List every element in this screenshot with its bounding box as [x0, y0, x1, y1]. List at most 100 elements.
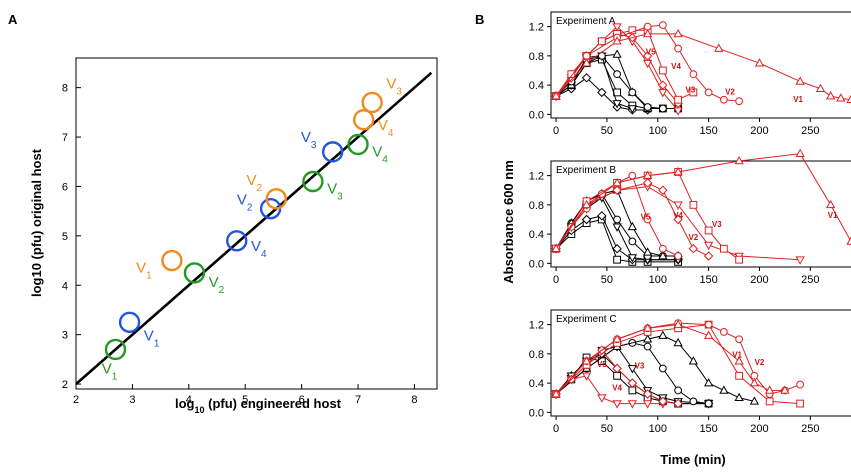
point-label-letter: V	[327, 181, 337, 198]
data-point	[704, 320, 713, 329]
data-point	[628, 26, 637, 35]
data-point	[597, 37, 606, 46]
data-point	[627, 254, 638, 263]
y-tick-label: 0.4	[529, 229, 544, 241]
point-label-letter: V	[372, 143, 382, 160]
x-tick-label: 2	[73, 394, 79, 406]
data-point	[642, 323, 653, 332]
data-point	[321, 141, 344, 163]
data-point	[628, 88, 637, 97]
data-point	[642, 247, 653, 256]
data-point	[719, 385, 729, 394]
x-axis-title: Time (min)	[660, 452, 726, 467]
point-label-subscript: 4	[261, 248, 267, 259]
point-label: V4	[251, 238, 267, 260]
point-label: V1	[136, 260, 152, 282]
data-point	[597, 394, 607, 403]
data-point	[104, 338, 127, 361]
data-point	[704, 88, 713, 97]
data-point	[612, 23, 622, 32]
point-label-subscript: 2	[219, 284, 225, 295]
x-tick-label: 150	[699, 125, 717, 137]
data-point	[613, 215, 622, 224]
data-point	[689, 88, 698, 97]
data-point	[183, 262, 206, 284]
data-point	[673, 201, 683, 210]
data-point	[627, 365, 638, 374]
data-point	[780, 385, 790, 394]
data-point	[226, 230, 248, 252]
point-label-subscript: 4	[382, 154, 388, 165]
point-label-subscript: 1	[112, 371, 118, 382]
data-point	[714, 43, 724, 52]
point-label-letter: V	[386, 75, 396, 92]
data-point	[642, 170, 653, 179]
data-point	[628, 171, 637, 180]
data-point	[612, 100, 622, 109]
axis-ticks: 2 3 4 5 6 7 8 2 3 4 5 6 7 8	[62, 83, 418, 406]
data-point	[704, 226, 713, 235]
data-point	[735, 371, 744, 380]
x-tick-label: 8	[411, 394, 417, 406]
series-line	[555, 345, 709, 405]
data-point	[795, 256, 805, 265]
data-point	[735, 97, 744, 106]
data-point	[612, 49, 622, 58]
data-point	[612, 400, 622, 409]
y-tick-label: 0.0	[529, 407, 544, 419]
data-point	[719, 95, 728, 104]
data-point	[612, 334, 622, 343]
point-label-letter: V	[301, 129, 311, 146]
data-point	[352, 109, 375, 131]
data-point	[612, 244, 622, 254]
data-point	[796, 399, 805, 408]
point-label-subscript: 3	[396, 86, 402, 97]
x-tick-label: 150	[699, 274, 717, 286]
data-point	[673, 28, 683, 38]
data-point	[628, 386, 637, 395]
point-label-letter: V	[237, 192, 247, 209]
curve-label: V2	[755, 358, 765, 367]
x-tick-label: 150	[699, 423, 717, 435]
point-label: V1	[102, 360, 118, 382]
data-point	[612, 223, 622, 232]
data-point	[642, 51, 653, 61]
data-point	[612, 177, 622, 187]
series-line	[555, 324, 785, 395]
x-tick-label: 200	[750, 274, 768, 286]
panel-b-letter: B	[475, 12, 484, 27]
data-point	[704, 399, 713, 408]
y-tick-label: 0.4	[529, 378, 544, 390]
x-tick-label: 250	[801, 423, 819, 435]
y-tick-label: 5	[62, 231, 68, 243]
y-tick-label: 7	[62, 132, 68, 144]
point-label: V3	[301, 129, 317, 151]
data-point	[658, 185, 668, 195]
data-point	[627, 378, 638, 388]
curve-label: V3	[635, 361, 645, 370]
data-point	[703, 251, 714, 261]
data-point	[612, 36, 622, 45]
x-tick-label: 0	[553, 274, 559, 286]
x-tick-label: 100	[649, 423, 667, 435]
data-point	[658, 244, 667, 253]
data-point	[674, 95, 683, 104]
point-label: V2	[209, 274, 225, 296]
point-label-letter: V	[378, 117, 388, 134]
data-point	[581, 214, 592, 225]
data-point	[689, 70, 698, 79]
x-tick-label: 50	[601, 274, 613, 286]
curve-label: V5	[646, 47, 656, 56]
data-point	[703, 378, 714, 387]
data-point	[703, 241, 714, 251]
point-label: V3	[386, 75, 402, 97]
y-tick-label: 8	[62, 83, 68, 95]
curve-label: V5	[641, 212, 651, 221]
point-label: V2	[237, 192, 253, 214]
x-tick-label: 100	[649, 125, 667, 137]
data-point	[674, 44, 683, 53]
data-point	[674, 386, 683, 395]
y-tick-label: 0.0	[529, 109, 544, 121]
data-point	[658, 364, 667, 373]
